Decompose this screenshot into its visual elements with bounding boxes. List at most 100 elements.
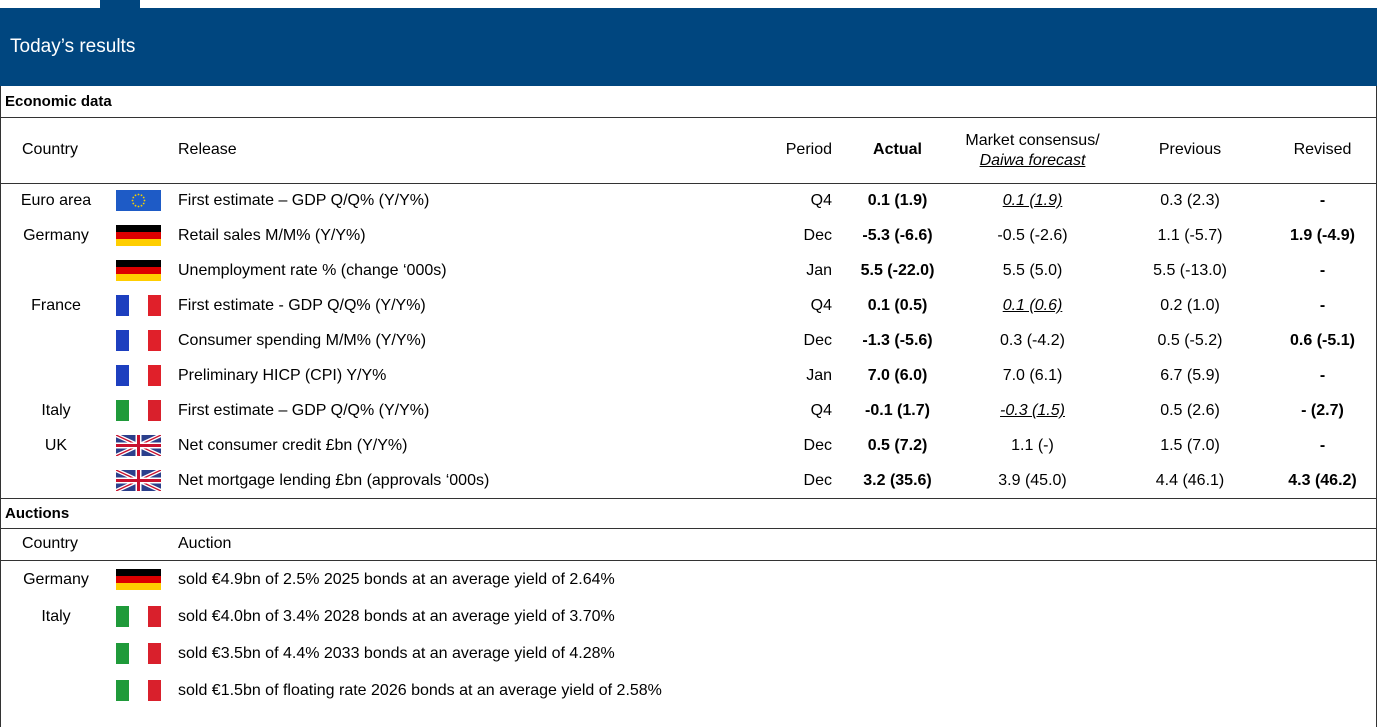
data-row: Consumer spending M/M% (Y/Y%) Dec -1.3 (-5… <box>0 323 1377 358</box>
cell: Net mortgage lending £bn (approvals ‘000… <box>178 472 490 489</box>
cell: First estimate – GDP Q/Q% (Y/Y%) <box>178 402 430 419</box>
flag <box>116 225 161 246</box>
cell: Italy <box>41 608 71 625</box>
cell: -5.3 (-6.6) <box>862 227 933 244</box>
cell: 0.3 (-4.2) <box>1000 332 1065 349</box>
data-row: UK Net consumer credit £bn (Y/Y%) Dec 0.5 (… <box>0 428 1377 463</box>
cell: - (2.7) <box>1301 402 1344 419</box>
data-row: Euro area First estimate – GDP Q/Q% (Y/Y%… <box>0 183 1377 218</box>
cell: - <box>1319 297 1326 314</box>
cell: Retail sales M/M% (Y/Y%) <box>178 227 366 244</box>
cell: 1.1 (-5.7) <box>1157 227 1223 244</box>
border <box>0 86 1 727</box>
cell: Germany <box>23 571 89 588</box>
cell: 0.5 (-5.2) <box>1157 332 1223 349</box>
column-header: Country Auction <box>0 528 1377 560</box>
col: Country <box>21 141 79 158</box>
col: Release <box>178 141 237 158</box>
cell: 4.3 (46.2) <box>1288 472 1357 489</box>
rule <box>0 560 1377 561</box>
cell: UK <box>44 437 68 454</box>
cell: - <box>1319 437 1326 454</box>
cell: -0.5 (-2.6) <box>997 227 1068 244</box>
flag <box>116 260 161 281</box>
cell: 0.5 (7.2) <box>867 437 928 454</box>
cell: sold €3.5bn of 4.4% 2033 bonds at an ave… <box>178 645 615 662</box>
cell: sold €4.9bn of 2.5% 2025 bonds at an ave… <box>178 571 615 588</box>
flag <box>116 330 161 351</box>
flag <box>116 606 161 627</box>
cell-text: 0.1 (0.6) <box>1002 297 1063 314</box>
cell: First estimate - GDP Q/Q% (Y/Y%) <box>178 297 426 314</box>
column-header: Country Release Period Actual Market con… <box>0 117 1377 183</box>
cell: 5.5 (5.0) <box>1002 262 1063 279</box>
col: Revised <box>1293 141 1352 158</box>
cell: - <box>1319 262 1326 279</box>
flag <box>116 365 161 386</box>
col: Actual <box>873 141 922 158</box>
flag <box>116 643 161 664</box>
cell: 6.7 (5.9) <box>1160 367 1220 384</box>
cell: Euro area <box>20 192 92 209</box>
cell: Germany <box>23 227 89 244</box>
cell: Jan <box>806 367 832 384</box>
section-title: Auctions <box>5 505 70 522</box>
flag <box>116 400 161 421</box>
data-row: Italy First estimate – GDP Q/Q% (Y/Y%) Q4 -… <box>0 393 1377 428</box>
cell: 7.0 (6.0) <box>867 367 928 384</box>
data-row: Germany Retail sales M/M% (Y/Y%) Dec -5.3 (… <box>0 218 1377 253</box>
cell: sold €4.0bn of 3.4% 2028 bonds at an ave… <box>178 608 615 625</box>
rule <box>0 183 1377 184</box>
cell: 7.0 (6.1) <box>1002 367 1063 384</box>
flag <box>116 295 161 316</box>
cell: Preliminary HICP (CPI) Y/Y% <box>178 367 387 384</box>
cell: Dec <box>803 332 832 349</box>
cell: Dec <box>803 472 832 489</box>
cell: Q4 <box>810 192 832 209</box>
cut-heading <box>100 0 140 8</box>
cell: 3.2 (35.6) <box>863 472 932 489</box>
col: Country <box>21 535 79 552</box>
cell: 0.6 (-5.1) <box>1290 332 1355 349</box>
cell: 0.1 (0.6) <box>955 288 1110 323</box>
data-row: sold €1.5bn of floating rate 2026 bonds … <box>0 673 1377 708</box>
cell: 1.5 (7.0) <box>1160 437 1220 454</box>
col: Market consensus/ <box>965 132 1100 149</box>
cell: Jan <box>806 262 832 279</box>
section-title: Economic data <box>5 93 112 110</box>
cell: - <box>1319 367 1326 384</box>
data-row: Unemployment rate % (change ‘000s) Jan 5.5… <box>0 253 1377 288</box>
cell: 0.5 (2.6) <box>1160 402 1220 419</box>
data-row: sold €3.5bn of 4.4% 2033 bonds at an ave… <box>0 636 1377 671</box>
cell: 0.1 (0.5) <box>867 297 928 314</box>
cell: Q4 <box>810 402 832 419</box>
data-row: France First estimate - GDP Q/Q% (Y/Y%) Q4… <box>0 288 1377 323</box>
flag <box>116 435 161 456</box>
cell: Dec <box>803 437 832 454</box>
cell: 3.9 (45.0) <box>998 472 1067 489</box>
flag <box>116 680 161 701</box>
cell: Q4 <box>810 297 832 314</box>
col: Daiwa forecast <box>979 152 1086 169</box>
cell: 5.5 (-22.0) <box>860 262 935 279</box>
header-title: Today’s results <box>10 36 136 57</box>
cell: -0.3 (1.5) <box>955 393 1110 428</box>
col: Previous <box>1158 141 1222 158</box>
cell-text: -0.3 (1.5) <box>1000 402 1065 419</box>
cell: 5.5 (-13.0) <box>1153 262 1227 279</box>
cell-text: 0.1 (1.9) <box>1002 192 1063 209</box>
cell: 1.1 (-) <box>1011 437 1054 454</box>
cell: France <box>31 297 81 314</box>
cell: Italy <box>41 402 71 419</box>
header-bar: Today’s results <box>0 8 1377 86</box>
data-row: Italy sold €4.0bn of 3.4% 2028 bonds at a… <box>0 599 1377 634</box>
data-row: Net mortgage lending £bn (approvals ‘000… <box>0 463 1377 498</box>
data-row: Germany sold €4.9bn of 2.5% 2025 bonds at… <box>0 562 1377 597</box>
cell: First estimate – GDP Q/Q% (Y/Y%) <box>178 192 430 209</box>
cell: 0.2 (1.0) <box>1160 297 1220 314</box>
cell: 0.1 (1.9) <box>867 192 928 209</box>
cell: Unemployment rate % (change ‘000s) <box>178 262 447 279</box>
cell: Dec <box>803 227 832 244</box>
flag <box>116 569 161 590</box>
rule <box>0 498 1377 499</box>
